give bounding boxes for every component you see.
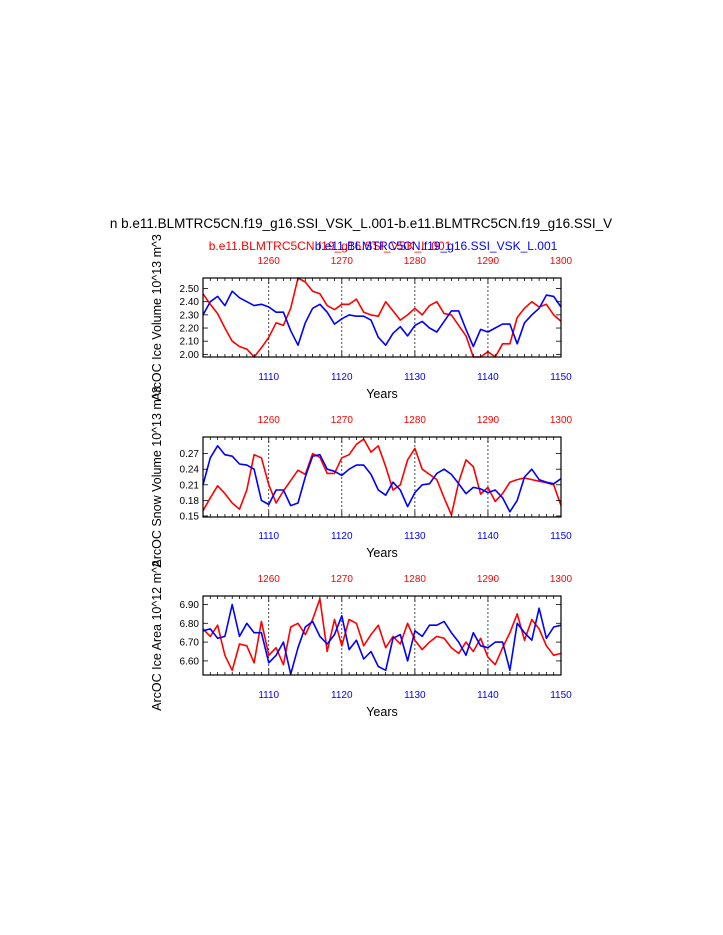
panel-3: 1110 1120 1130 1140 1150 1260 1270 1280 1290 1300… (150, 560, 573, 719)
series-line-red (202, 277, 562, 358)
y-tick-label: 2.50 (180, 284, 200, 295)
x-top-tick-label: 1260 (258, 574, 281, 585)
y-tick-label: 0.21 (180, 480, 200, 491)
y-tick-label: 0.18 (180, 496, 200, 507)
x-top-tick-label: 1270 (331, 415, 354, 426)
x-tick-label: 1140 (477, 372, 499, 383)
legend-red-series: b.e11.BLMTRC5CN.f19_g16.SSI_VSK_L.001 (209, 239, 452, 253)
series-line-blue (202, 444, 562, 513)
y-tick-label: 6.60 (180, 656, 200, 667)
panel-2: 1110 1120 1130 1140 1150 1260 1270 1280 1290 1300… (150, 386, 573, 567)
y-tick-label: 2.30 (180, 310, 200, 321)
series-line-blue (202, 603, 562, 675)
y-tick-label: 2.40 (180, 297, 200, 308)
y-tick-label: 0.27 (180, 449, 200, 460)
x-top-tick-label: 1260 (258, 415, 281, 426)
y-axis-label: ArcOC Ice Area 10^12 m^2 (150, 560, 164, 711)
x-top-tick-label: 1260 (258, 256, 281, 267)
x-tick-label: 1120 (331, 690, 353, 701)
x-tick-label: 1140 (477, 690, 499, 701)
x-tick-label: 1140 (477, 531, 499, 542)
series-line-red (202, 597, 562, 672)
plot-frame (202, 595, 562, 676)
x-top-tick-label: 1270 (331, 574, 354, 585)
x-axis-label: Years (366, 546, 398, 560)
y-tick-label: 6.70 (180, 638, 200, 649)
legend-blue-series: b.e11.BLMTRC5CN.f19_g16.SSI_VSK_L.001 (315, 239, 558, 253)
x-top-tick-label: 1280 (404, 256, 427, 267)
panels-group: 1110 1120 1130 1140 1150 1260 1270 1280 1290 1300… (150, 234, 573, 719)
x-top-tick-label: 1280 (404, 574, 427, 585)
x-tick-label: 1150 (550, 372, 572, 383)
y-tick-label: 6.80 (180, 619, 200, 630)
plot-frame (202, 436, 562, 518)
x-top-tick-label: 1300 (550, 415, 573, 426)
y-tick-label: 6.90 (180, 600, 200, 611)
x-tick-label: 1150 (550, 690, 572, 701)
x-top-tick-label: 1290 (477, 415, 500, 426)
x-top-tick-label: 1300 (550, 574, 573, 585)
y-tick-label: 0.24 (180, 465, 200, 476)
y-tick-label: 2.20 (180, 324, 200, 335)
x-tick-label: 1120 (331, 372, 353, 383)
y-axis-label: ArcOC Snow Volume 10^13 m^3 (150, 386, 164, 567)
y-axis-label: ArcOC Ice Volume 10^13 m^3 (150, 234, 164, 401)
x-top-tick-label: 1300 (550, 256, 573, 267)
x-tick-label: 1120 (331, 531, 353, 542)
series-line-blue (202, 290, 562, 348)
plot-frame (202, 277, 562, 358)
x-tick-label: 1130 (404, 372, 426, 383)
x-tick-label: 1110 (258, 531, 279, 542)
x-axis-label: Years (366, 387, 398, 401)
x-tick-label: 1110 (258, 690, 279, 701)
x-top-tick-label: 1290 (477, 574, 500, 585)
y-tick-label: 2.00 (180, 350, 200, 361)
x-top-tick-label: 1270 (331, 256, 354, 267)
x-axis-label: Years (366, 705, 398, 719)
x-top-tick-label: 1280 (404, 415, 427, 426)
series-line-red (202, 438, 562, 516)
x-top-tick-label: 1290 (477, 256, 500, 267)
y-tick-label: 0.15 (180, 511, 200, 522)
x-tick-label: 1130 (404, 531, 426, 542)
x-tick-label: 1110 (258, 372, 279, 383)
panel-1: 1110 1120 1130 1140 1150 1260 1270 1280 1290 1300… (150, 234, 573, 401)
main-title: n b.e11.BLMTRC5CN.f19_g16.SSI_VSK_L.001-… (110, 216, 612, 231)
x-tick-label: 1150 (550, 531, 572, 542)
y-tick-label: 2.10 (180, 337, 200, 348)
x-tick-label: 1130 (404, 690, 426, 701)
